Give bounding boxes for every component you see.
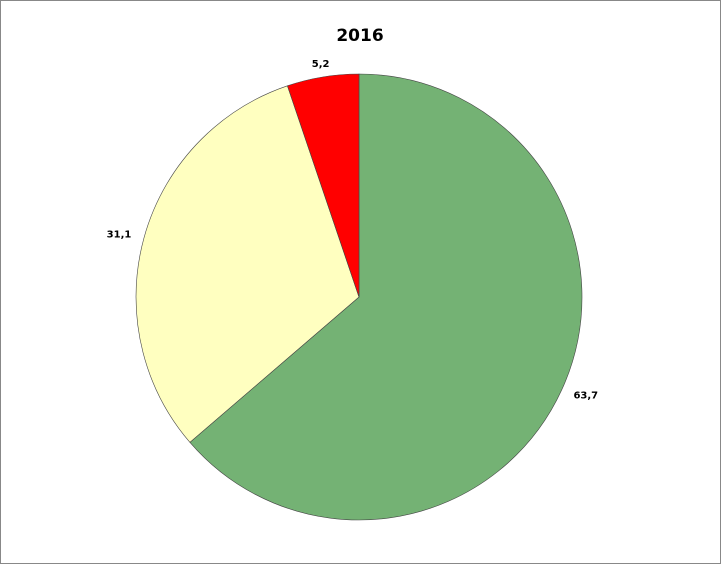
pie-slice <box>189 73 583 521</box>
pie-slice <box>135 85 360 443</box>
data-label: 5,2 <box>312 59 330 70</box>
pie-slice <box>287 73 360 298</box>
chart-title: 2016 <box>336 26 383 46</box>
data-label: 63,7 <box>573 390 598 401</box>
data-label: 31,1 <box>107 230 132 241</box>
